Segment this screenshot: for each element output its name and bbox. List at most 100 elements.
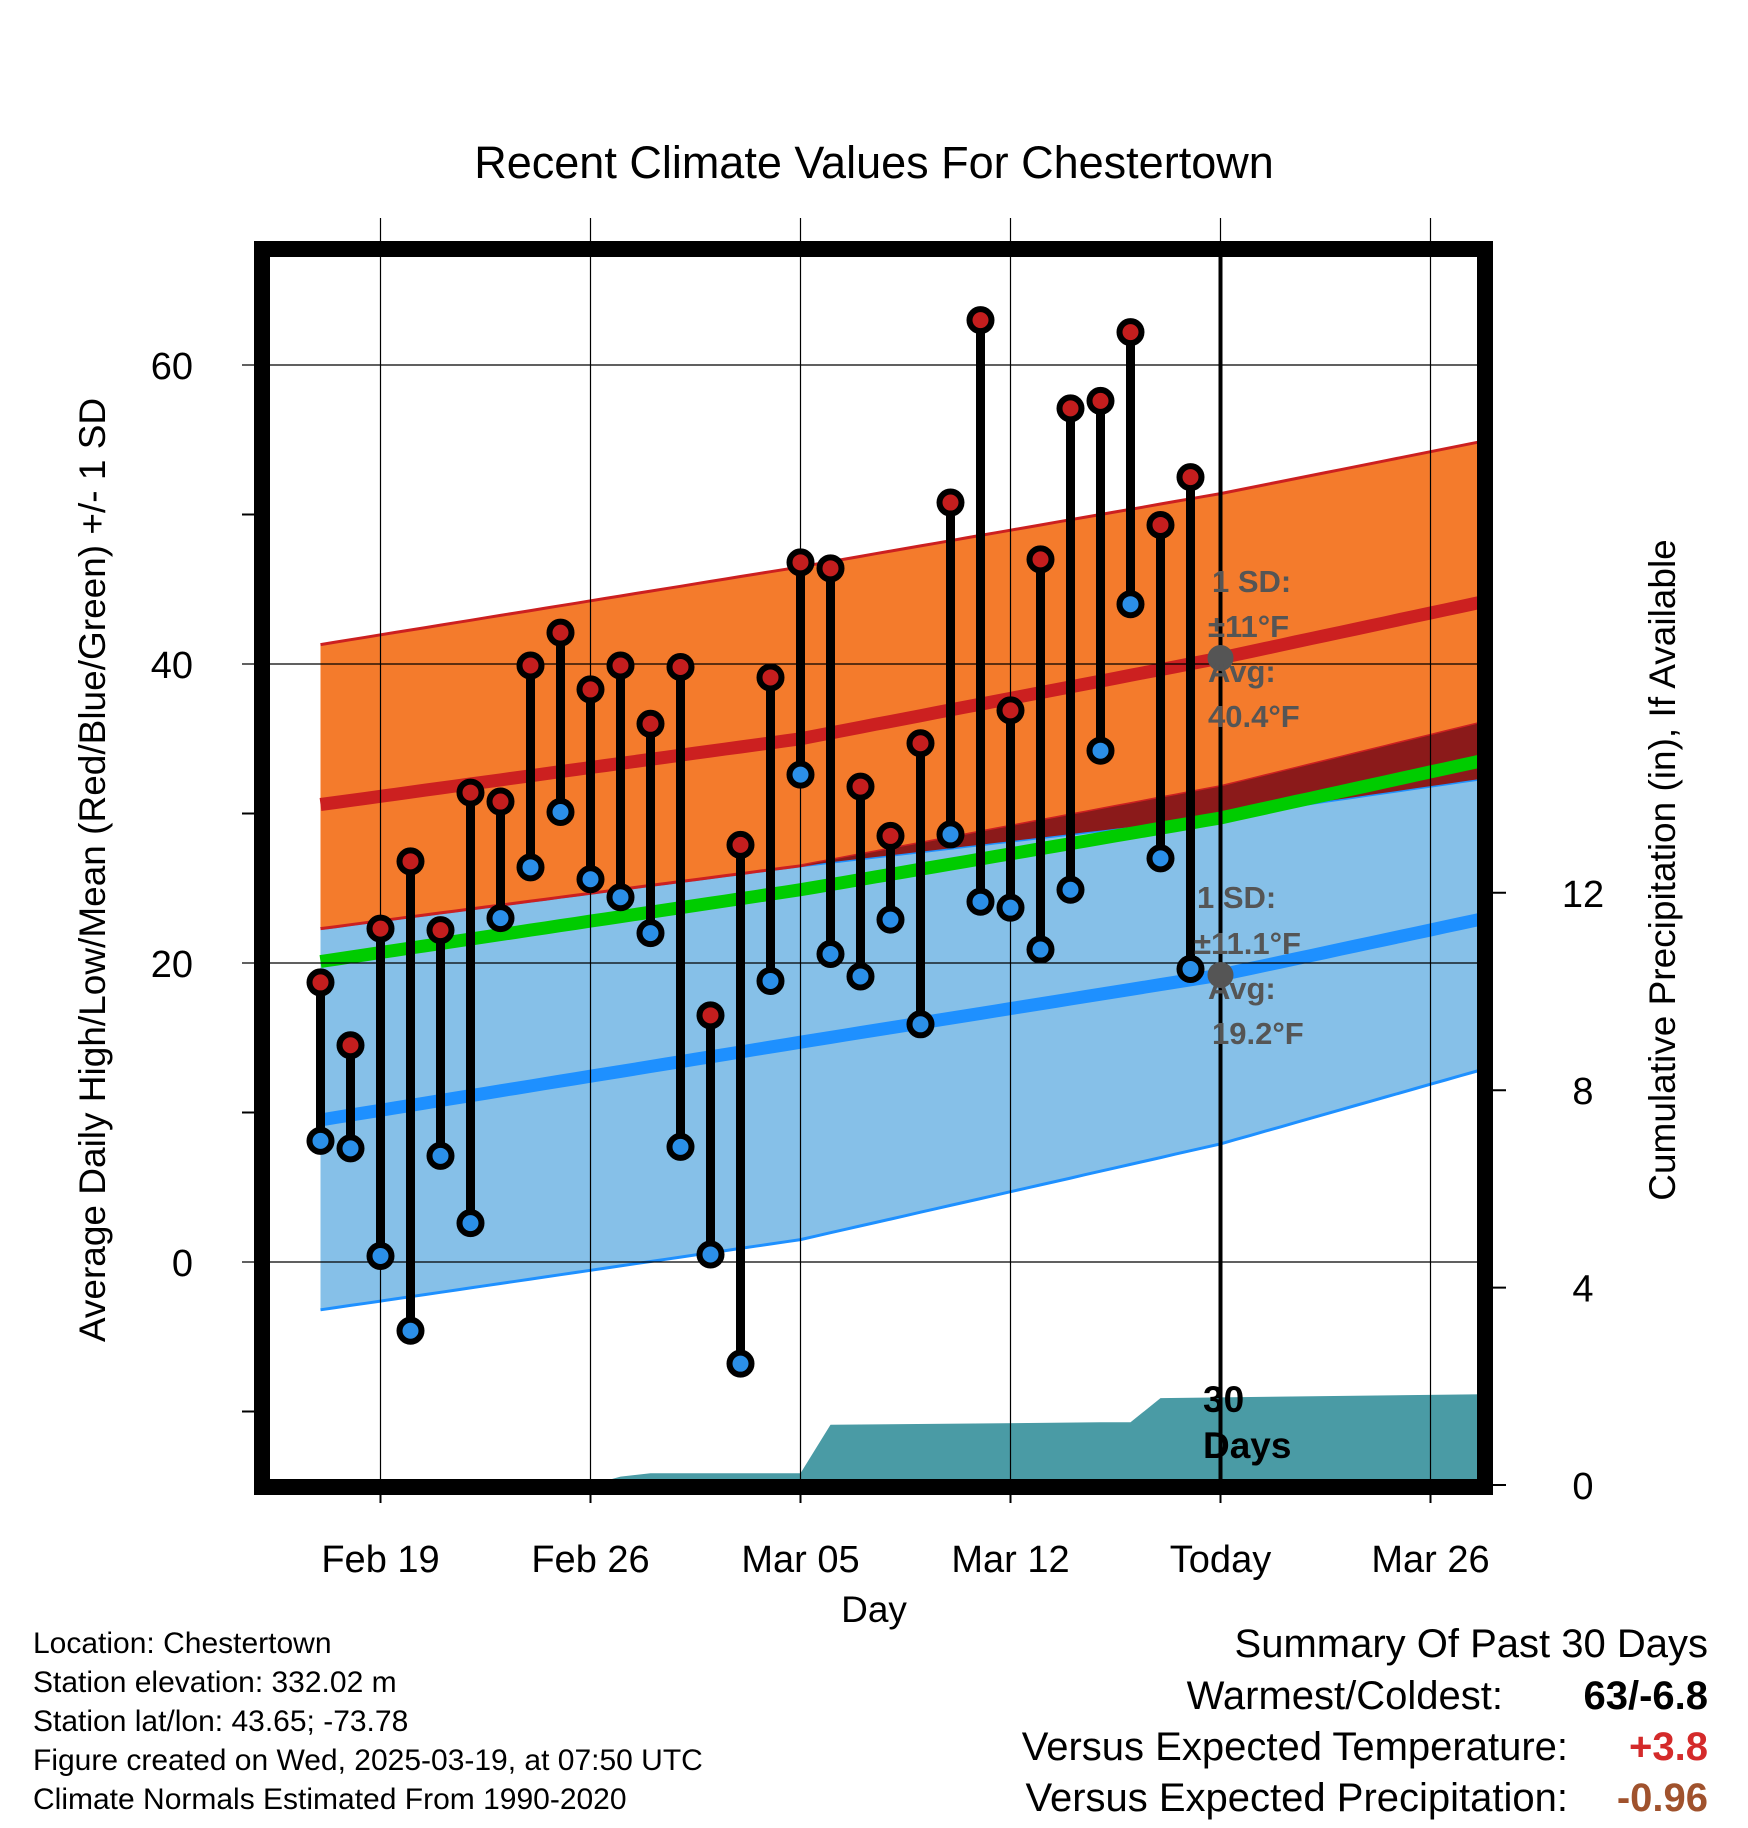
daily-low-point bbox=[846, 962, 875, 991]
daily-low-point bbox=[786, 760, 815, 789]
y-tick-label: 20 bbox=[151, 944, 193, 986]
normals-text: Climate Normals Estimated From 1990-2020 bbox=[33, 1783, 627, 1816]
temp-label: Versus Expected Temperature: bbox=[1021, 1725, 1568, 1769]
daily-low-point bbox=[936, 820, 965, 849]
precip-value: -0.96 bbox=[1616, 1776, 1708, 1820]
precip-label: Versus Expected Precipitation: bbox=[1025, 1776, 1568, 1820]
summary-panel: Summary Of Past 30 Days Warmest/Coldest:… bbox=[1022, 1622, 1708, 1827]
annotation-low-sd-1: 1 SD: bbox=[1197, 880, 1276, 915]
daily-high-point bbox=[906, 729, 935, 758]
daily-high-point bbox=[576, 675, 605, 704]
annotation-low-avg-2: 19.2°F bbox=[1212, 1016, 1304, 1051]
daily-low-point bbox=[306, 1126, 335, 1155]
x-tick-label: Mar 12 bbox=[951, 1539, 1069, 1581]
y2-tick-label: 8 bbox=[1572, 1071, 1593, 1113]
y-axis-label: Average Daily High/Low/Mean (Red/Blue/Gr… bbox=[72, 398, 113, 1342]
daily-high-point bbox=[936, 488, 965, 517]
daily-high-point bbox=[1116, 318, 1145, 347]
daily-high-point bbox=[1056, 394, 1085, 423]
daily-low-point bbox=[996, 893, 1025, 922]
daily-low-point bbox=[966, 887, 995, 916]
daily-high-point bbox=[726, 830, 755, 859]
daily-high-point bbox=[546, 618, 575, 647]
daily-high-point bbox=[696, 1001, 725, 1030]
daily-high-point bbox=[846, 772, 875, 801]
x-tick-label: Today bbox=[1170, 1539, 1271, 1581]
daily-low-point bbox=[816, 940, 845, 969]
chart-title: Recent Climate Values For Chestertown bbox=[474, 137, 1274, 188]
warmest-label: Warmest/Coldest: bbox=[1186, 1674, 1503, 1718]
daily-low-point bbox=[486, 904, 515, 933]
high-avg-dot bbox=[1207, 645, 1234, 672]
x-tick-label: Mar 26 bbox=[1371, 1539, 1489, 1581]
summary-heading: Summary Of Past 30 Days bbox=[1234, 1622, 1708, 1666]
x-axis-label: Day bbox=[841, 1589, 907, 1630]
annotation-precip-1: 30 bbox=[1203, 1379, 1244, 1420]
daily-high-point bbox=[1146, 510, 1175, 539]
station-info: Location: Chestertown Station elevation:… bbox=[33, 1624, 703, 1819]
plot-overlay: 1 SD: ±11°F Avg: 40.4°F 1 SD: ±11.1°F Avg: 19.2… bbox=[242, 218, 1483, 1485]
annotation-precip-2: Days bbox=[1203, 1425, 1291, 1466]
created-text: Figure created on Wed, 2025-03-19, at 07… bbox=[33, 1744, 703, 1777]
axes: Feb 19 Feb 26 Mar 05 Mar 12 Today Mar 2602040… bbox=[151, 346, 1604, 1581]
annotation-high-sd-1: 1 SD: bbox=[1212, 564, 1291, 599]
daily-low-point bbox=[726, 1349, 755, 1378]
latlon-text: Station lat/lon: 43.65; -73.78 bbox=[33, 1705, 409, 1738]
daily-low-point bbox=[366, 1242, 395, 1271]
y2-tick-label: 0 bbox=[1572, 1466, 1593, 1508]
high-normal-line bbox=[319, 595, 1483, 811]
low-avg-dot bbox=[1207, 961, 1234, 988]
summary-row-warmest: Warmest/Coldest: 63/-6.8 bbox=[1022, 1674, 1708, 1725]
summary-row-temp: Versus Expected Temperature: +3.8 bbox=[1022, 1725, 1708, 1776]
daily-high-point bbox=[666, 652, 695, 681]
daily-high-point bbox=[1176, 463, 1205, 492]
daily-high-point bbox=[366, 914, 395, 943]
daily-low-point bbox=[1026, 935, 1055, 964]
y-tick-label: 0 bbox=[172, 1243, 193, 1285]
precip-area bbox=[290, 1394, 1483, 1485]
daily-low-point bbox=[906, 1010, 935, 1039]
annotation-high-avg-2: 40.4°F bbox=[1208, 699, 1300, 734]
y-tick-label: 60 bbox=[151, 346, 193, 388]
daily-low-point bbox=[576, 865, 605, 894]
daily-low-point bbox=[546, 798, 575, 827]
daily-low-point bbox=[1116, 590, 1145, 619]
daily-high-point bbox=[966, 306, 995, 335]
daily-high-point bbox=[456, 778, 485, 807]
daily-low-point bbox=[666, 1132, 695, 1161]
daily-high-point bbox=[1086, 386, 1115, 415]
daily-low-point bbox=[1086, 736, 1115, 765]
daily-low-point bbox=[696, 1240, 725, 1269]
daily-low-point bbox=[336, 1134, 365, 1163]
annotation-high-avg-1: Avg: bbox=[1208, 654, 1276, 689]
daily-high-point bbox=[756, 663, 785, 692]
daily-low-point bbox=[1146, 844, 1175, 873]
daily-high-point bbox=[396, 847, 425, 876]
y2-axis-label: Cumulative Precipitation (in), If Availa… bbox=[1642, 539, 1683, 1201]
daily-high-point bbox=[516, 651, 545, 680]
daily-high-point bbox=[606, 651, 635, 680]
daily-high-point bbox=[426, 916, 455, 945]
daily-high-point bbox=[636, 709, 665, 738]
y-tick-label: 40 bbox=[151, 645, 193, 687]
y2-tick-label: 12 bbox=[1562, 874, 1604, 916]
x-tick-label: Feb 19 bbox=[321, 1539, 439, 1581]
x-tick-label: Mar 05 bbox=[741, 1539, 859, 1581]
daily-low-point bbox=[396, 1316, 425, 1345]
elevation-text: Station elevation: 332.02 m bbox=[33, 1666, 397, 1699]
high-sd-upper-edge bbox=[320, 439, 1483, 647]
daily-high-point bbox=[336, 1031, 365, 1060]
annotation-low-avg-1: Avg: bbox=[1208, 971, 1276, 1006]
daily-low-point bbox=[1176, 954, 1205, 983]
temp-value: +3.8 bbox=[1629, 1725, 1708, 1769]
daily-low-point bbox=[606, 883, 635, 912]
daily-high-point bbox=[786, 548, 815, 577]
daily-high-point bbox=[876, 821, 905, 850]
daily-high-point bbox=[1026, 545, 1055, 574]
location-text: Location: Chestertown bbox=[33, 1627, 332, 1660]
x-tick-label: Feb 26 bbox=[531, 1539, 649, 1581]
daily-high-point bbox=[996, 696, 1025, 725]
daily-low-point bbox=[1056, 875, 1085, 904]
y2-tick-label: 4 bbox=[1572, 1269, 1593, 1311]
